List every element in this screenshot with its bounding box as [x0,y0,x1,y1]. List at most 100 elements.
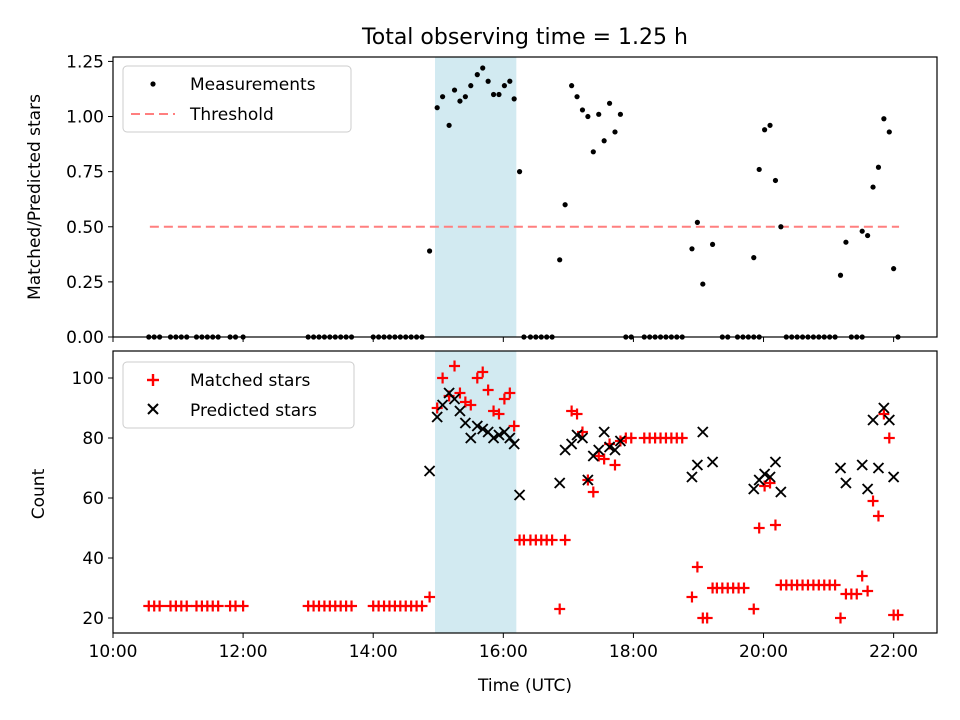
matched-star-point [346,600,358,612]
ratio-legend: Measurements Threshold [122,65,352,133]
matched-star-point [691,561,703,573]
predicted-star-point [436,399,449,411]
matched-star-point [835,612,847,624]
ratio-y-tick-label: 0.25 [66,273,104,293]
x-tick-label: 10:00 [89,642,138,662]
x-tick-label: 20:00 [739,642,788,662]
matched-star-point [701,612,713,624]
measurement-point [440,94,446,100]
matched-star-point [482,384,494,396]
measurement-point [585,113,591,120]
measurement-point [612,129,618,135]
matched-star-point [676,432,688,444]
measurement-point [843,239,849,245]
measurement-point [446,122,452,128]
measurement-point [756,166,762,173]
matched-star-point [498,393,510,405]
predicted-star-point [883,414,895,426]
matched-star-point [546,534,558,546]
predicted-star-point [571,429,583,441]
predicted-star-point [508,438,520,450]
legend-label-matched: Matched stars [190,371,310,391]
measurement-point [596,111,602,117]
ratio-y-tick-label: 0.50 [66,218,104,238]
measurement-point [451,87,458,93]
matched-star-point [571,408,583,420]
matched-star-point [471,372,483,384]
matched-star-point [829,579,841,591]
matched-star-point [625,432,637,444]
matched-star-point [493,408,505,420]
predicted-star-point [477,423,489,435]
matched-star-point [883,432,895,444]
measurement-point [870,184,876,190]
predicted-star-point [872,462,885,474]
predicted-star-point [504,432,516,444]
matched-star-point [454,387,466,399]
predicted-star-point [459,417,472,429]
measurement-point [490,91,497,98]
predicted-star-point [471,420,483,432]
measurement-point [507,78,513,84]
measurement-point [426,248,433,254]
x-tick-label: 14:00 [349,642,398,662]
count-y-tick-label: 100 [72,369,104,389]
measurement-point [468,83,474,89]
matched-star-point [867,495,879,507]
measurement-point [762,127,768,133]
predicted-star-point [598,426,610,438]
measurement-point [694,219,700,225]
predicted-star-point [576,432,589,444]
matched-star-point [465,399,477,411]
measurement-point [689,246,695,252]
predicted-star-point [840,477,852,489]
matched-star-point [862,585,874,597]
measurement-point [496,91,502,98]
predicted-star-point [887,471,900,483]
observing-window-span [435,351,517,633]
predicted-star-point [513,489,526,501]
measurement-point [462,94,468,100]
ratio-y-tick-label: 1.25 [66,52,104,72]
predicted-star-point [748,483,760,495]
matched-star-point [753,522,765,534]
matched-star-point [748,603,760,615]
matched-star-point [892,609,904,621]
predicted-star-point [593,444,605,456]
measurement-point [474,72,480,78]
predicted-star-point [686,471,698,483]
count-y-tick-label: 20 [82,609,104,629]
measurement-point [778,224,784,230]
chart-title: Total observing time = 1.25 h [361,25,688,50]
predicted-star-point [465,432,477,444]
measurement-point [709,241,716,248]
matched-star-point [508,420,520,432]
legend-label-predicted: Predicted stars [190,401,317,421]
x-axis-label: Time (UTC) [477,676,572,696]
predicted-star-point [706,456,719,468]
matched-star-point [764,477,776,489]
count-panel: 20 40 60 80 100 10:00 12:00 14:00 16:00 18:00 20:… [29,350,938,696]
matched-star-point [416,600,428,612]
predicted-star-point [493,429,505,441]
predicted-star-point [554,477,566,489]
matched-star-point [449,360,461,372]
count-y-tick-label: 40 [82,549,104,569]
measurement-point [891,266,897,272]
predicted-star-point [856,459,868,471]
predicted-star-point [487,432,500,444]
predicted-star-point [431,411,443,423]
x-tick-label: 22:00 [869,642,918,662]
measurement-point [886,129,892,135]
ratio-y-tick-label: 0.00 [66,328,104,348]
measurement-point [617,111,624,117]
measurement-point [480,65,486,71]
ratio-axes-frame [112,56,938,338]
predicted-star-point [861,483,874,495]
matched-star-point [598,453,610,465]
ratio-y-tick-label: 1.00 [66,108,104,128]
ratio-y-axis-label: Matched/Predicted stars [25,94,45,300]
matched-star-point [424,591,436,603]
x-tick-label: 16:00 [479,642,528,662]
